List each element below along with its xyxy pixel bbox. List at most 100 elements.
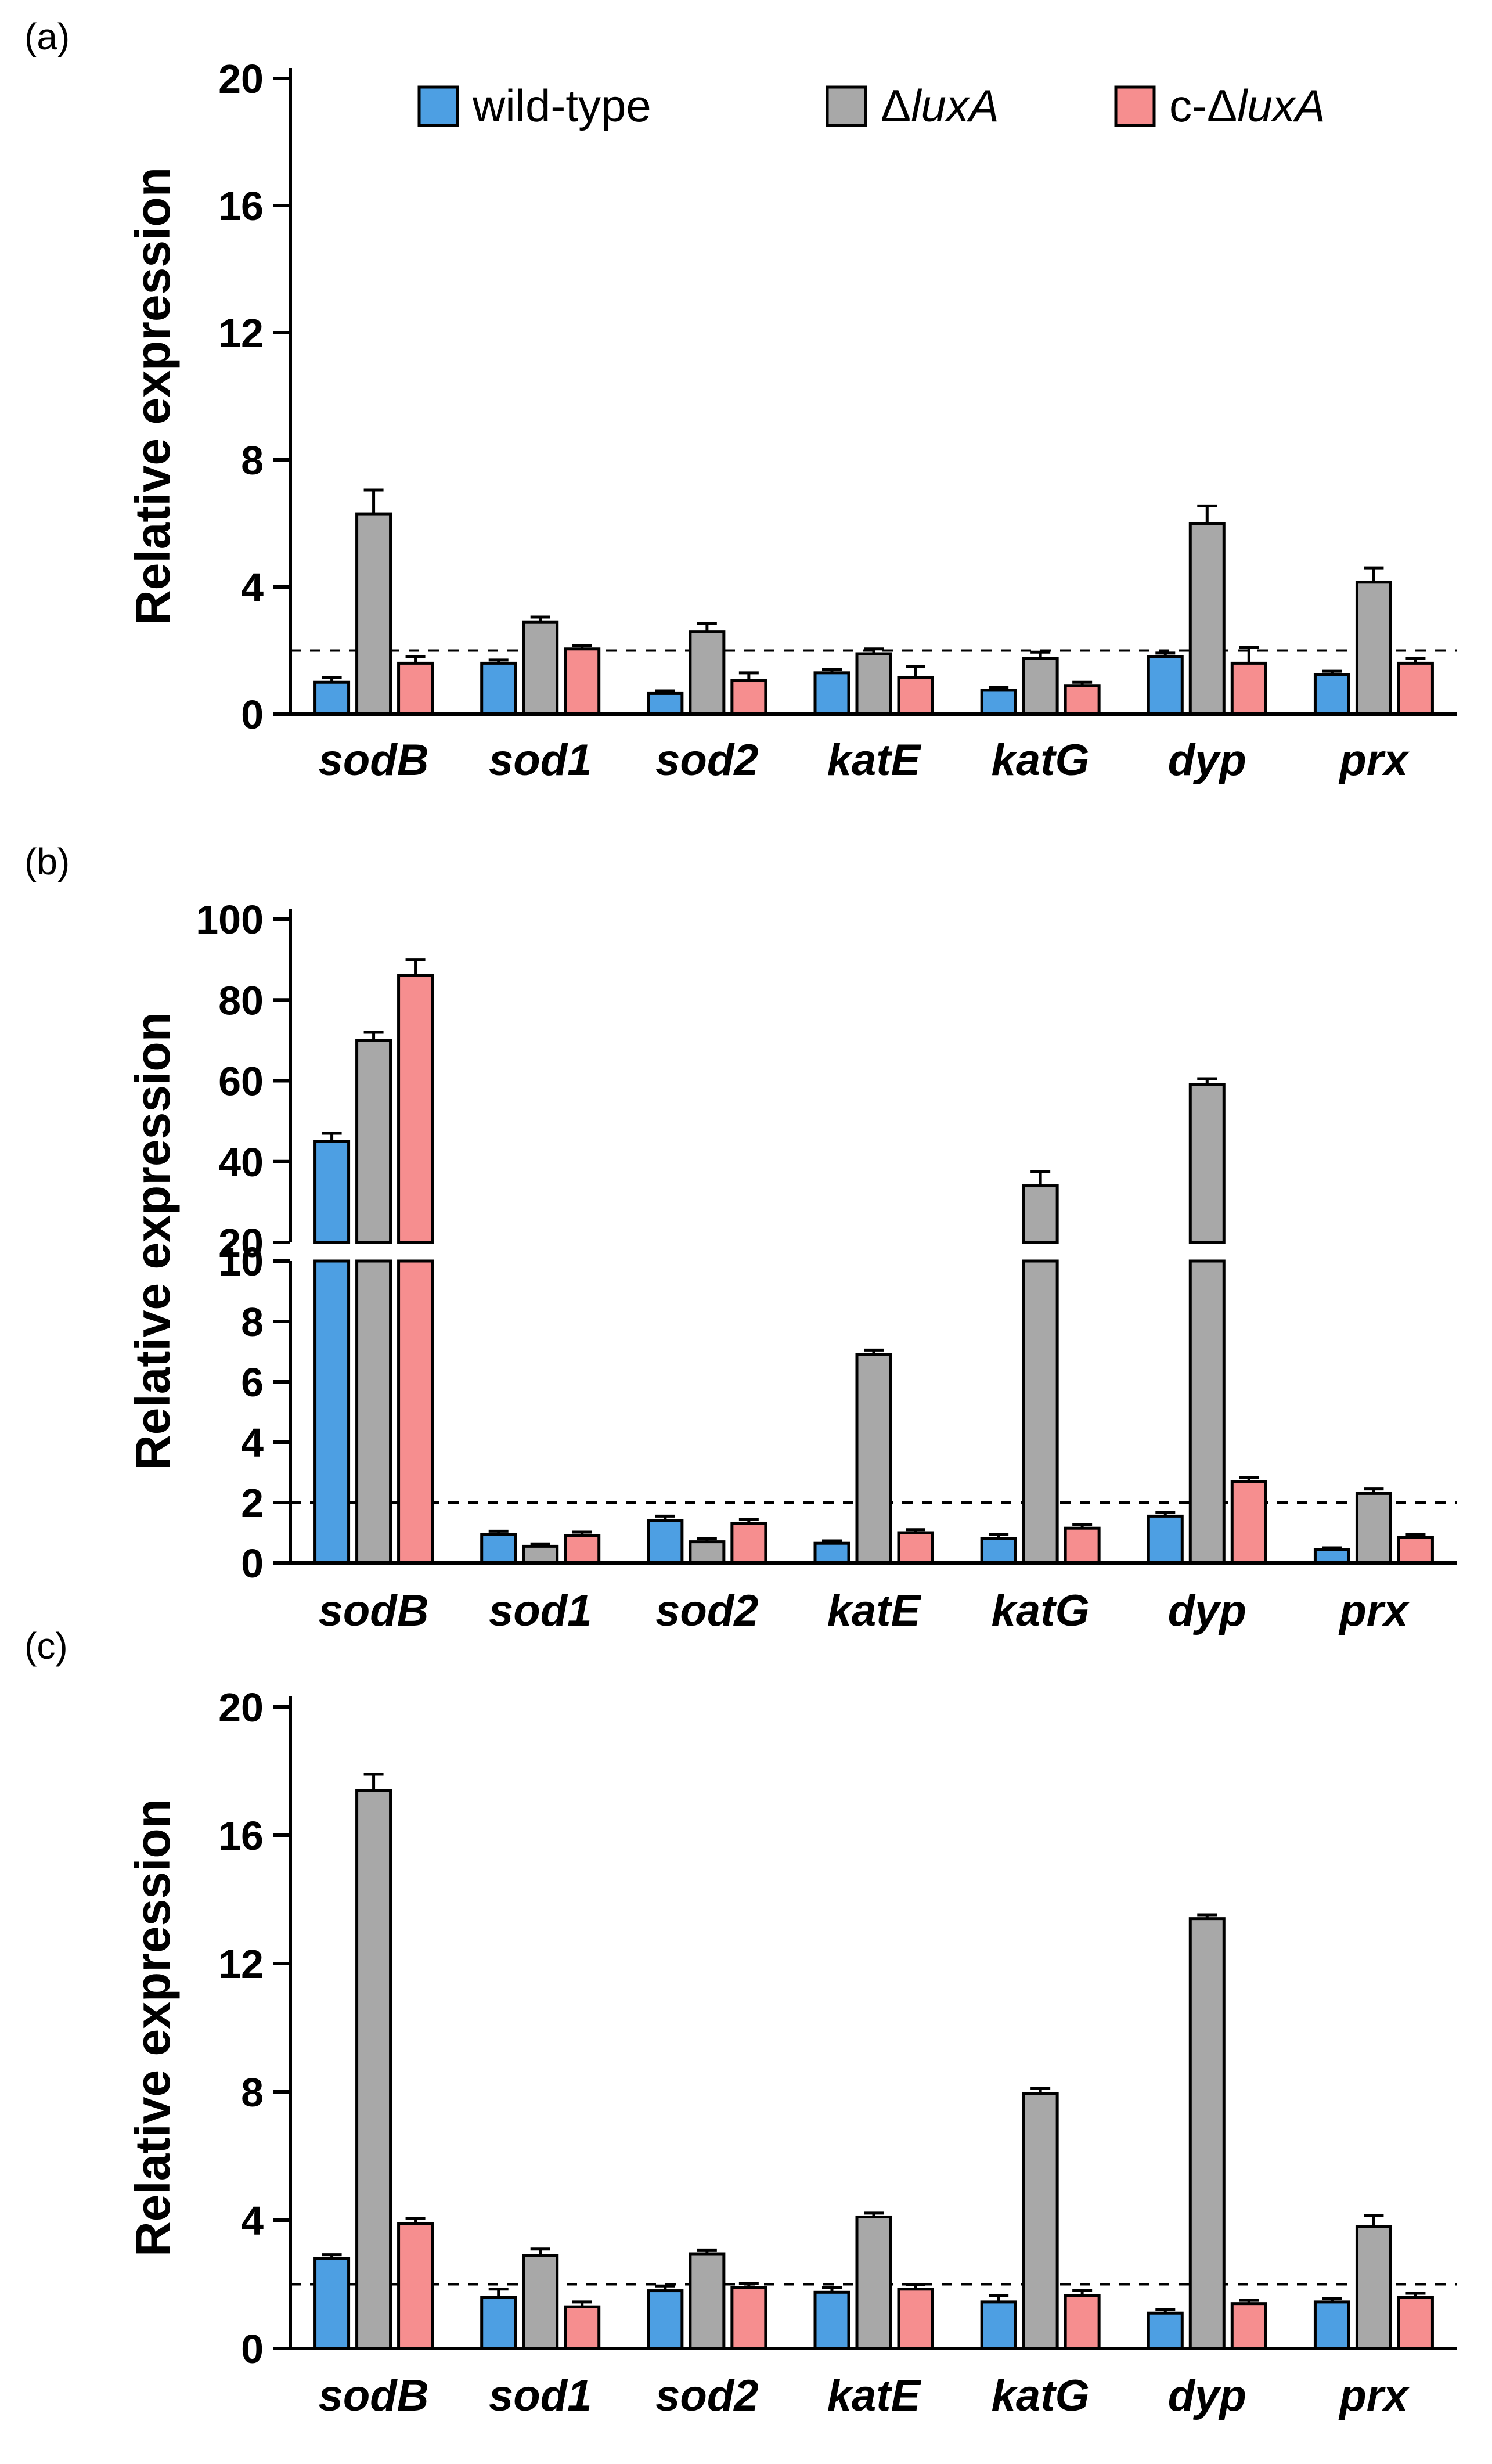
bar-a-dyp-ΔluxA: [1188, 522, 1226, 716]
bar-c-sodB-wild-type: [313, 2257, 351, 2350]
bar-b-katG-wild-type: [980, 1537, 1017, 1565]
bar-a-katG-ΔluxA: [1022, 657, 1059, 716]
bar-b-sod2-ΔluxA: [689, 1540, 726, 1565]
bar-b-sodB-wild-type-lower: [313, 1259, 351, 1565]
y-tick-label: 0: [241, 692, 264, 737]
bar-c-sod2-ΔluxA: [689, 2252, 726, 2350]
x-category-label-a-dyp: dyp: [1168, 736, 1246, 785]
panel-label-c: (c): [24, 1625, 68, 1667]
bar-a-katG-wild-type: [980, 689, 1017, 716]
y-tick-label: 0: [241, 2326, 264, 2372]
bar-a-katE-wild-type: [813, 671, 850, 716]
y-tick-label: 6: [241, 1360, 264, 1405]
y-axis-title-a: Relative expression: [125, 167, 180, 625]
bar-b-sodB-ΔluxA-upper: [355, 1039, 392, 1244]
x-category-label-b-sod1: sod1: [489, 1586, 592, 1636]
x-category-label-b-sodB: sodB: [319, 1586, 429, 1636]
bar-a-sod1-wild-type: [480, 661, 517, 716]
bar-c-katG-wild-type: [980, 2300, 1017, 2350]
bar-a-sod2-ΔluxA: [689, 630, 726, 716]
bar-c-katG-c-ΔluxA: [1064, 2294, 1101, 2350]
x-category-label-c-sod1: sod1: [489, 2371, 592, 2420]
bar-c-sod1-c-ΔluxA: [564, 2305, 601, 2350]
y-tick-label: 4: [241, 1420, 264, 1465]
x-category-label-c-dyp: dyp: [1168, 2371, 1246, 2420]
x-category-label-b-dyp: dyp: [1168, 1586, 1246, 1636]
x-category-label-a-prx: prx: [1338, 736, 1410, 785]
bar-c-sod1-wild-type: [480, 2296, 517, 2350]
bar-a-sod2-c-ΔluxA: [730, 679, 767, 716]
bar-c-dyp-wild-type: [1147, 2311, 1184, 2350]
y-tick-label: 8: [241, 1299, 264, 1345]
bar-c-dyp-ΔluxA: [1188, 1917, 1226, 2350]
bar-a-prx-wild-type: [1313, 673, 1350, 716]
y-tick-label: 60: [218, 1059, 264, 1104]
bar-c-prx-ΔluxA: [1355, 2225, 1392, 2350]
bar-b-sodB-wild-type-upper: [313, 1140, 351, 1244]
y-tick-label: 40: [218, 1140, 264, 1185]
bar-a-sod1-c-ΔluxA: [564, 647, 601, 716]
x-category-label-c-sod2: sod2: [655, 2371, 758, 2420]
bar-a-sodB-wild-type: [313, 680, 351, 716]
bar-a-prx-ΔluxA: [1355, 581, 1392, 716]
y-tick-label: 2: [241, 1480, 264, 1526]
y-tick-label: 20: [218, 1220, 264, 1266]
y-tick-label: 20: [218, 56, 264, 102]
bar-c-katE-ΔluxA: [855, 2215, 892, 2350]
x-category-label-a-katG: katG: [992, 736, 1090, 785]
bar-b-sodB-c-ΔluxA-lower: [397, 1259, 434, 1565]
x-category-label-c-katE: katE: [827, 2371, 922, 2420]
bar-c-sodB-c-ΔluxA: [397, 2222, 434, 2350]
y-tick-label: 100: [196, 897, 264, 942]
y-tick-label: 10: [218, 1239, 264, 1284]
bar-c-sodB-ΔluxA: [355, 1789, 392, 2350]
bar-a-katE-ΔluxA: [855, 652, 892, 716]
bar-c-sod2-wild-type: [647, 2289, 684, 2350]
y-tick-label: 12: [218, 1941, 264, 1987]
bar-b-prx-wild-type: [1313, 1548, 1350, 1565]
bar-b-katE-c-ΔluxA: [897, 1531, 934, 1565]
bar-b-sodB-ΔluxA-lower: [355, 1259, 392, 1565]
bar-b-prx-c-ΔluxA: [1397, 1536, 1434, 1565]
bar-b-dyp-ΔluxA-upper: [1188, 1083, 1226, 1244]
y-tick-label: 12: [218, 311, 264, 356]
legend-swatch-wild-type: [417, 85, 459, 127]
legend-swatch-c-delta-luxA: [1114, 85, 1156, 127]
y-axis-title-c: Relative expression: [125, 1799, 180, 2257]
bar-c-katE-wild-type: [813, 2290, 850, 2350]
legend-label-delta-luxA: ΔluxA: [881, 80, 999, 131]
legend: wild-type ΔluxA c-ΔluxA: [417, 80, 1325, 131]
bar-b-dyp-c-ΔluxA: [1230, 1480, 1267, 1565]
bar-b-dyp-wild-type: [1147, 1514, 1184, 1565]
panel-label-b: (b): [24, 841, 70, 882]
bar-a-sodB-ΔluxA: [355, 512, 392, 716]
legend-swatch-delta-luxA: [826, 85, 867, 127]
x-category-label-c-sodB: sodB: [319, 2371, 429, 2420]
y-tick-label: 4: [241, 565, 264, 610]
legend-label-wild-type: wild-type: [472, 80, 651, 131]
y-tick-label: 80: [218, 978, 264, 1023]
bar-b-katG-ΔluxA-lower: [1022, 1259, 1059, 1565]
x-category-label-a-katE: katE: [827, 736, 922, 785]
bar-c-dyp-c-ΔluxA: [1230, 2302, 1267, 2350]
chart-panel-c: sodB sod1 sod2 katE katG dyp prx 0 4 8 12 16 20 Relat…: [125, 1685, 1457, 2420]
bar-c-sod2-c-ΔluxA: [730, 2286, 767, 2350]
bar-a-katE-c-ΔluxA: [897, 676, 934, 716]
bar-b-sodB-c-ΔluxA-upper: [397, 974, 434, 1244]
y-tick-label: 4: [241, 2198, 264, 2243]
bar-c-prx-c-ΔluxA: [1397, 2296, 1434, 2350]
bar-a-sod1-ΔluxA: [522, 620, 559, 716]
x-category-label-c-katG: katG: [992, 2371, 1090, 2420]
bar-c-katE-c-ΔluxA: [897, 2288, 934, 2350]
bar-b-katE-ΔluxA: [855, 1353, 892, 1565]
x-category-label-a-sod2: sod2: [655, 736, 758, 785]
bar-a-prx-c-ΔluxA: [1397, 661, 1434, 716]
bar-c-katG-ΔluxA: [1022, 2092, 1059, 2350]
y-tick-label: 16: [218, 1813, 264, 1858]
x-category-label-c-prx: prx: [1338, 2371, 1410, 2420]
legend-label-c-delta-luxA: c-ΔluxA: [1169, 80, 1325, 131]
y-tick-label: 0: [241, 1541, 264, 1586]
bar-b-sod2-wild-type: [647, 1519, 684, 1565]
bar-a-dyp-c-ΔluxA: [1230, 661, 1267, 716]
bar-b-prx-ΔluxA: [1355, 1492, 1392, 1565]
